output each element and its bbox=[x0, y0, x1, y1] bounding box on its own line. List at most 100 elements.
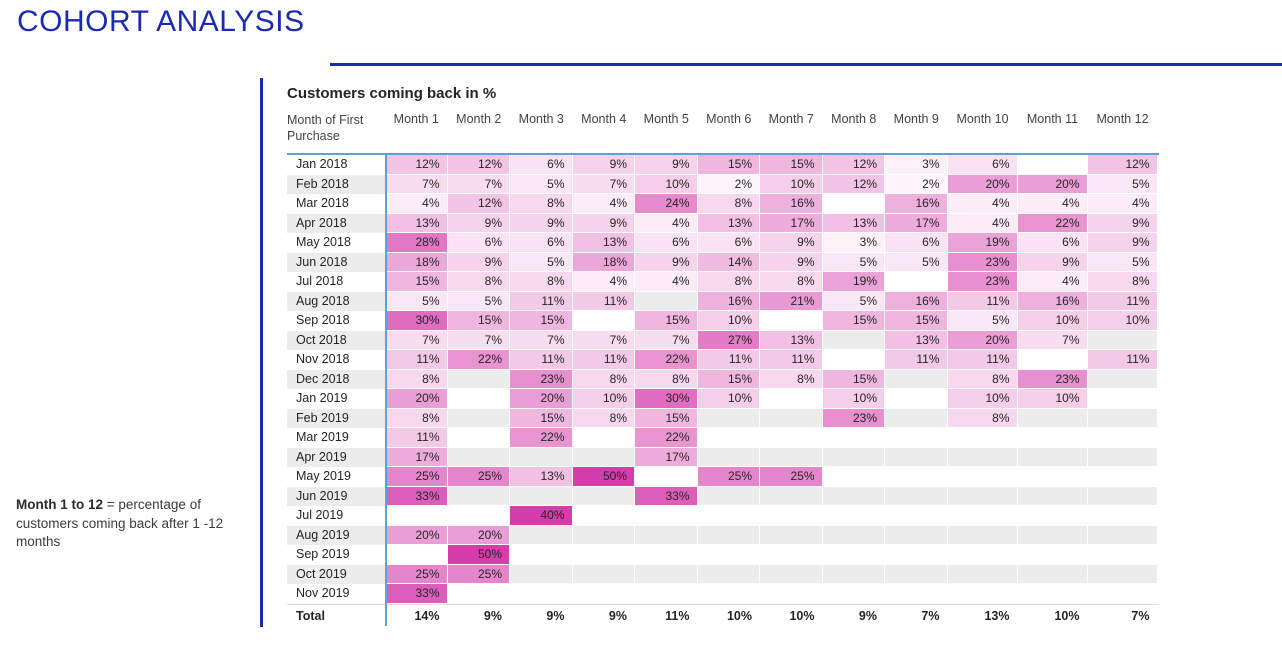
matrix-cell[interactable] bbox=[885, 272, 948, 292]
matrix-cell[interactable] bbox=[447, 486, 510, 506]
matrix-cell[interactable]: 5% bbox=[1087, 174, 1158, 194]
matrix-cell[interactable] bbox=[1017, 155, 1088, 175]
matrix-cell[interactable]: 40% bbox=[510, 506, 573, 526]
total-cell[interactable]: 7% bbox=[1087, 604, 1158, 627]
matrix-cell[interactable]: 18% bbox=[572, 252, 635, 272]
matrix-cell[interactable]: 11% bbox=[510, 291, 573, 311]
matrix-cell[interactable] bbox=[635, 545, 698, 565]
matrix-cell[interactable]: 9% bbox=[447, 252, 510, 272]
matrix-cell[interactable] bbox=[635, 506, 698, 526]
total-cell[interactable]: 9% bbox=[447, 604, 510, 627]
matrix-cell[interactable] bbox=[1087, 447, 1158, 467]
matrix-cell[interactable] bbox=[572, 486, 635, 506]
matrix-cell[interactable]: 10% bbox=[1087, 311, 1158, 331]
row-label[interactable]: Mar 2019 bbox=[287, 428, 385, 448]
matrix-cell[interactable] bbox=[760, 486, 823, 506]
matrix-cell[interactable]: 16% bbox=[760, 194, 823, 214]
matrix-cell[interactable]: 10% bbox=[635, 174, 698, 194]
row-label[interactable]: Jul 2019 bbox=[287, 506, 385, 526]
matrix-cell[interactable]: 11% bbox=[572, 350, 635, 370]
matrix-cell[interactable] bbox=[447, 428, 510, 448]
column-header-month-5[interactable]: Month 5 bbox=[643, 112, 689, 126]
matrix-cell[interactable]: 4% bbox=[635, 213, 698, 233]
matrix-cell[interactable]: 27% bbox=[697, 330, 760, 350]
matrix-cell[interactable] bbox=[885, 428, 948, 448]
matrix-cell[interactable]: 4% bbox=[1017, 194, 1088, 214]
matrix-cell[interactable] bbox=[822, 467, 885, 487]
matrix-cell[interactable]: 7% bbox=[1017, 330, 1088, 350]
matrix-cell[interactable] bbox=[510, 545, 573, 565]
matrix-cell[interactable]: 20% bbox=[510, 389, 573, 409]
matrix-cell[interactable]: 11% bbox=[1087, 291, 1158, 311]
matrix-cell[interactable] bbox=[1087, 584, 1158, 604]
matrix-cell[interactable]: 22% bbox=[635, 428, 698, 448]
column-header-month-11[interactable]: Month 11 bbox=[1026, 112, 1079, 126]
matrix-cell[interactable] bbox=[635, 467, 698, 487]
row-label[interactable]: Aug 2018 bbox=[287, 291, 385, 311]
matrix-cell[interactable]: 17% bbox=[635, 447, 698, 467]
matrix-cell[interactable]: 16% bbox=[697, 291, 760, 311]
matrix-cell[interactable] bbox=[885, 486, 948, 506]
matrix-cell[interactable]: 5% bbox=[510, 252, 573, 272]
matrix-cell[interactable]: 25% bbox=[447, 467, 510, 487]
matrix-cell[interactable]: 10% bbox=[947, 389, 1018, 409]
matrix-cell[interactable]: 8% bbox=[760, 369, 823, 389]
total-cell[interactable]: 11% bbox=[635, 604, 698, 627]
row-label[interactable]: Aug 2019 bbox=[287, 525, 385, 545]
matrix-cell[interactable]: 4% bbox=[947, 213, 1018, 233]
row-label[interactable]: Jan 2019 bbox=[287, 389, 385, 409]
column-header-month-3[interactable]: Month 3 bbox=[518, 112, 564, 126]
matrix-cell[interactable] bbox=[510, 525, 573, 545]
matrix-cell[interactable]: 21% bbox=[760, 291, 823, 311]
matrix-cell[interactable] bbox=[760, 584, 823, 604]
matrix-cell[interactable]: 10% bbox=[760, 174, 823, 194]
total-cell[interactable]: 9% bbox=[510, 604, 573, 627]
matrix-cell[interactable]: 9% bbox=[572, 155, 635, 175]
matrix-cell[interactable] bbox=[822, 428, 885, 448]
total-cell[interactable]: 10% bbox=[1017, 604, 1088, 627]
matrix-cell[interactable]: 33% bbox=[385, 584, 448, 604]
matrix-cell[interactable]: 8% bbox=[510, 272, 573, 292]
row-label[interactable]: Jun 2018 bbox=[287, 252, 385, 272]
matrix-cell[interactable]: 4% bbox=[385, 194, 448, 214]
matrix-cell[interactable]: 8% bbox=[697, 194, 760, 214]
matrix-cell[interactable]: 6% bbox=[1017, 233, 1088, 253]
matrix-cell[interactable] bbox=[635, 564, 698, 584]
matrix-cell[interactable]: 24% bbox=[635, 194, 698, 214]
matrix-cell[interactable] bbox=[885, 584, 948, 604]
row-label[interactable]: May 2018 bbox=[287, 233, 385, 253]
matrix-cell[interactable] bbox=[635, 525, 698, 545]
total-cell[interactable]: 9% bbox=[822, 604, 885, 627]
matrix-cell[interactable]: 5% bbox=[822, 252, 885, 272]
matrix-cell[interactable] bbox=[510, 447, 573, 467]
matrix-cell[interactable]: 19% bbox=[947, 233, 1018, 253]
matrix-cell[interactable]: 11% bbox=[572, 291, 635, 311]
matrix-cell[interactable] bbox=[1087, 389, 1158, 409]
matrix-cell[interactable] bbox=[760, 545, 823, 565]
matrix-cell[interactable]: 14% bbox=[697, 252, 760, 272]
matrix-cell[interactable]: 7% bbox=[447, 174, 510, 194]
matrix-cell[interactable] bbox=[1087, 330, 1158, 350]
matrix-cell[interactable] bbox=[1087, 525, 1158, 545]
matrix-cell[interactable] bbox=[697, 564, 760, 584]
row-label[interactable]: Oct 2018 bbox=[287, 330, 385, 350]
matrix-cell[interactable]: 8% bbox=[947, 369, 1018, 389]
matrix-cell[interactable] bbox=[822, 350, 885, 370]
matrix-cell[interactable]: 4% bbox=[572, 194, 635, 214]
matrix-cell[interactable]: 7% bbox=[572, 174, 635, 194]
matrix-cell[interactable] bbox=[1017, 506, 1088, 526]
matrix-cell[interactable]: 22% bbox=[1017, 213, 1088, 233]
matrix-cell[interactable] bbox=[885, 564, 948, 584]
matrix-cell[interactable] bbox=[697, 428, 760, 448]
matrix-cell[interactable]: 12% bbox=[822, 155, 885, 175]
matrix-cell[interactable] bbox=[885, 369, 948, 389]
matrix-cell[interactable]: 4% bbox=[947, 194, 1018, 214]
matrix-cell[interactable]: 8% bbox=[635, 369, 698, 389]
matrix-cell[interactable]: 9% bbox=[635, 155, 698, 175]
matrix-cell[interactable] bbox=[447, 447, 510, 467]
matrix-cell[interactable]: 6% bbox=[510, 155, 573, 175]
matrix-cell[interactable]: 22% bbox=[635, 350, 698, 370]
total-cell[interactable]: 10% bbox=[697, 604, 760, 627]
matrix-cell[interactable] bbox=[697, 584, 760, 604]
column-header-month-6[interactable]: Month 6 bbox=[706, 112, 752, 126]
